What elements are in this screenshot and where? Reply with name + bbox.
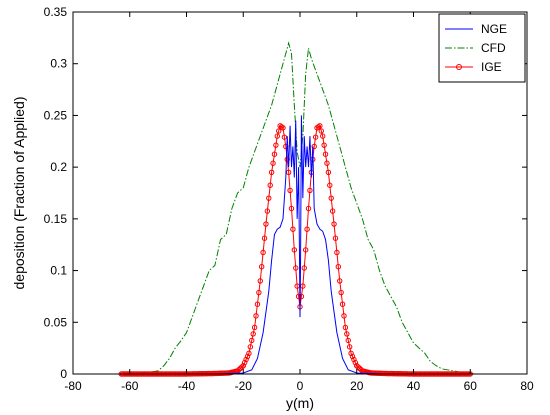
ige-marker [258, 263, 265, 270]
ige-marker [284, 156, 290, 163]
ige-marker [241, 359, 248, 366]
ige-marker [307, 187, 313, 194]
ige-marker [344, 331, 350, 337]
ige-marker [305, 205, 312, 212]
y-tick-label: 0.3 [50, 57, 67, 71]
x-tick-label: -80 [64, 379, 82, 393]
ige-marker [320, 133, 326, 139]
ige-marker [290, 226, 296, 232]
y-tick-label: 0.25 [44, 108, 68, 122]
ige-marker [349, 353, 356, 360]
legend-box [438, 13, 526, 83]
ige-marker [276, 128, 282, 134]
ige-marker [293, 265, 299, 271]
ige-marker [334, 249, 340, 256]
ige-marker [345, 337, 351, 344]
x-tick-label: 60 [464, 379, 478, 393]
ige-marker [348, 350, 354, 357]
ige-marker [327, 182, 333, 188]
ige-marker [302, 247, 309, 253]
ige-marker [271, 151, 278, 157]
ige-marker [243, 356, 249, 363]
x-tick-label: -40 [178, 379, 196, 393]
x-tick-label: 20 [350, 379, 364, 393]
ige-marker [249, 337, 255, 344]
ticks-layer: -80 -60 -40 -20 0 20 40 60 80 0 0.05 0.1 0.15 0.2 0.25… [44, 5, 534, 393]
x-tick-label: 80 [520, 379, 534, 393]
x-axis-label: y(m) [286, 395, 314, 411]
ige-marker [274, 133, 280, 139]
y-tick-label: 0.1 [50, 264, 67, 278]
ige-marker [328, 195, 334, 201]
ige-marker [331, 221, 337, 227]
y-tick-label: 0.15 [44, 212, 68, 226]
ige-marker [342, 324, 349, 331]
ige-marker [351, 356, 357, 363]
ige-marker [352, 359, 359, 366]
ige-marker [321, 142, 327, 148]
y-tick-label: 0.35 [44, 5, 68, 19]
ige-marker [301, 265, 307, 271]
ige-marker [346, 344, 353, 350]
legend-label: IGE [481, 60, 502, 74]
ige-marker [260, 249, 266, 256]
ige-marker [332, 235, 339, 241]
ige-marker [253, 313, 259, 319]
y-axis-label: deposition (Fraction of Applied) [11, 97, 27, 290]
ige-marker [251, 324, 258, 331]
y-tick-label: 0.05 [44, 315, 68, 329]
x-tick-label: 40 [407, 379, 421, 393]
ige-marker [273, 142, 279, 148]
ige-marker [341, 313, 347, 319]
ige-marker [281, 134, 288, 140]
ige-marker [239, 364, 245, 370]
ige-marker [298, 293, 305, 300]
ige-marker [318, 128, 324, 134]
x-tick-label: -20 [235, 379, 253, 393]
series-line [214, 115, 386, 375]
x-tick-label: 0 [297, 379, 304, 393]
ige-marker [263, 221, 269, 227]
ige-marker [247, 344, 254, 350]
ige-marker [266, 195, 272, 201]
ige-marker [295, 293, 302, 300]
y-tick-label: 0 [60, 367, 67, 381]
ige-marker [324, 160, 330, 166]
x-tick-label: -60 [121, 379, 139, 393]
ige-marker [287, 187, 293, 194]
series-nge [214, 115, 386, 375]
ige-marker [244, 353, 251, 360]
ige-marker [288, 205, 295, 212]
ige-marker [240, 363, 246, 369]
legend-label: CFD [481, 41, 506, 55]
ige-marker [311, 143, 317, 150]
legend: NGE CFD IGE [438, 13, 526, 83]
ige-marker [246, 350, 252, 357]
y-tick-label: 0.2 [50, 160, 67, 174]
ige-marker [322, 151, 329, 157]
ige-marker [337, 278, 343, 284]
ige-marker [268, 169, 275, 176]
ige-marker [261, 235, 268, 241]
legend-label: NGE [481, 22, 507, 36]
ige-marker [304, 226, 310, 232]
legend-marker [456, 64, 462, 70]
ige-marker [264, 208, 271, 214]
ige-marker [339, 301, 346, 307]
ige-marker [329, 208, 336, 214]
ige-marker [256, 289, 262, 296]
ige-marker [250, 331, 256, 337]
ige-marker [312, 134, 319, 140]
ige-marker [291, 247, 298, 253]
ige-marker [338, 289, 344, 296]
ige-marker [325, 169, 332, 176]
ige-marker [317, 123, 323, 129]
ige-marker [267, 182, 273, 188]
ige-marker [257, 278, 263, 284]
ige-marker [335, 263, 342, 270]
ige-marker [254, 301, 261, 307]
ige-marker [270, 160, 276, 166]
ige-marker [280, 125, 286, 131]
